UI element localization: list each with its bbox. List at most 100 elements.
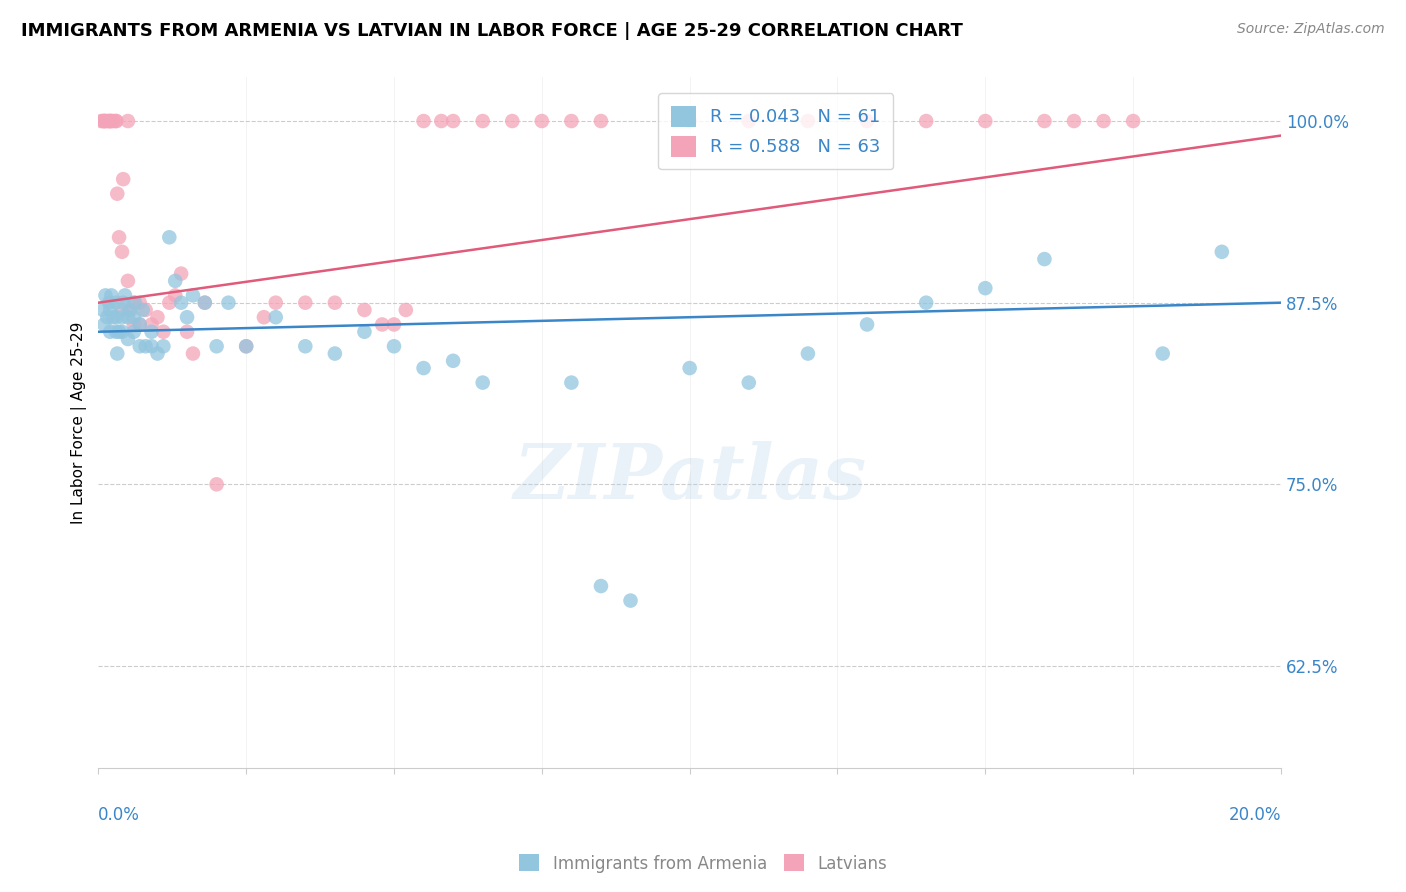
Point xyxy=(371,318,394,332)
Point xyxy=(128,318,150,332)
Point xyxy=(412,361,434,376)
Point xyxy=(170,295,193,310)
Point xyxy=(165,288,187,302)
Point xyxy=(205,339,228,353)
Point xyxy=(91,114,114,128)
Point xyxy=(105,325,128,339)
Text: 20.0%: 20.0% xyxy=(1229,805,1281,823)
Point xyxy=(98,295,121,310)
Point xyxy=(170,267,193,281)
Point xyxy=(112,295,135,310)
Point xyxy=(122,325,145,339)
Point xyxy=(111,244,134,259)
Point xyxy=(1063,114,1085,128)
Legend: R = 0.043   N = 61, R = 0.588   N = 63: R = 0.043 N = 61, R = 0.588 N = 63 xyxy=(658,94,893,169)
Point xyxy=(181,346,204,360)
Point xyxy=(589,579,612,593)
Point xyxy=(560,376,582,390)
Point xyxy=(94,114,117,128)
Point xyxy=(323,346,346,360)
Point xyxy=(1033,252,1056,266)
Text: Source: ZipAtlas.com: Source: ZipAtlas.com xyxy=(1237,22,1385,37)
Text: 0.0%: 0.0% xyxy=(98,805,141,823)
Point xyxy=(353,325,375,339)
Point xyxy=(194,295,217,310)
Point xyxy=(114,288,136,302)
Point xyxy=(264,295,287,310)
Point xyxy=(108,230,131,244)
Point xyxy=(146,346,169,360)
Point xyxy=(253,310,276,325)
Point xyxy=(1152,346,1174,360)
Legend: Immigrants from Armenia, Latvians: Immigrants from Armenia, Latvians xyxy=(513,847,893,880)
Point xyxy=(108,325,131,339)
Point xyxy=(530,114,553,128)
Text: IMMIGRANTS FROM ARMENIA VS LATVIAN IN LABOR FORCE | AGE 25-29 CORRELATION CHART: IMMIGRANTS FROM ARMENIA VS LATVIAN IN LA… xyxy=(21,22,963,40)
Point xyxy=(194,295,217,310)
Point xyxy=(382,318,405,332)
Point xyxy=(117,274,139,288)
Point xyxy=(122,295,145,310)
Point xyxy=(117,310,139,325)
Point xyxy=(98,114,121,128)
Point xyxy=(856,318,879,332)
Point xyxy=(915,295,938,310)
Point xyxy=(856,114,879,128)
Point xyxy=(441,353,464,368)
Point xyxy=(176,325,198,339)
Point xyxy=(382,339,405,353)
Point xyxy=(441,114,464,128)
Point xyxy=(111,302,134,317)
Point xyxy=(589,114,612,128)
Point xyxy=(100,114,122,128)
Point xyxy=(294,295,316,310)
Point xyxy=(264,310,287,325)
Point xyxy=(96,114,118,128)
Point xyxy=(135,339,157,353)
Point xyxy=(974,281,997,295)
Point xyxy=(679,361,702,376)
Point xyxy=(157,230,180,244)
Point xyxy=(111,325,134,339)
Point xyxy=(128,318,150,332)
Point xyxy=(105,186,128,201)
Point xyxy=(235,339,257,353)
Point xyxy=(738,376,761,390)
Point xyxy=(93,114,115,128)
Point xyxy=(101,310,124,325)
Point xyxy=(120,302,142,317)
Point xyxy=(471,376,494,390)
Point xyxy=(323,295,346,310)
Point xyxy=(152,339,174,353)
Point xyxy=(94,288,117,302)
Point xyxy=(105,295,128,310)
Point xyxy=(1033,114,1056,128)
Point xyxy=(131,302,153,317)
Text: ZIPatlas: ZIPatlas xyxy=(513,441,866,515)
Point xyxy=(471,114,494,128)
Point xyxy=(560,114,582,128)
Point xyxy=(128,295,150,310)
Point xyxy=(1122,114,1144,128)
Point xyxy=(205,477,228,491)
Point xyxy=(112,172,135,186)
Point xyxy=(100,288,122,302)
Point xyxy=(430,114,453,128)
Point xyxy=(135,302,157,317)
Point xyxy=(122,318,145,332)
Point xyxy=(124,295,146,310)
Point xyxy=(738,114,761,128)
Point xyxy=(117,114,139,128)
Point xyxy=(90,114,112,128)
Point xyxy=(412,114,434,128)
Point xyxy=(105,114,128,128)
Point xyxy=(98,325,121,339)
Point xyxy=(96,310,118,325)
Point xyxy=(235,339,257,353)
Point xyxy=(157,295,180,310)
Point xyxy=(128,339,150,353)
Point xyxy=(395,302,418,317)
Point xyxy=(181,288,204,302)
Point xyxy=(105,310,128,325)
Point xyxy=(141,325,163,339)
